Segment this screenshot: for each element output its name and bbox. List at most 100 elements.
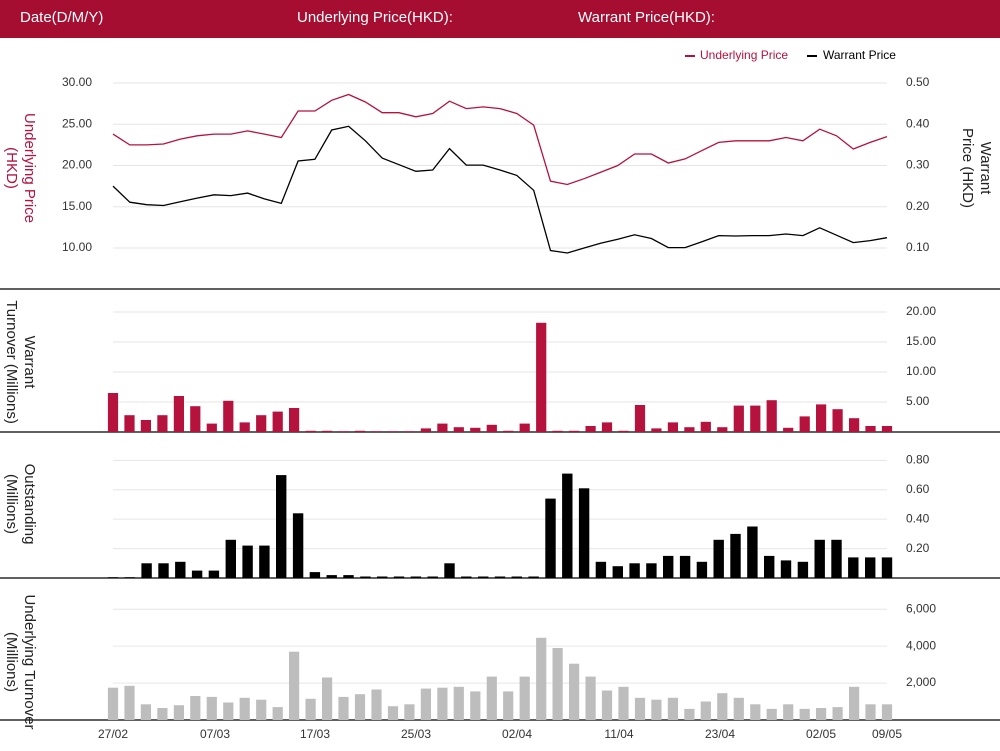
warrant-turnover-bar — [239, 422, 250, 432]
x-tick-label: 17/03 — [300, 727, 330, 741]
outstanding-bar — [663, 555, 674, 578]
warrant-turnover-bar — [272, 411, 283, 432]
underlying-turnover-bar — [634, 697, 646, 720]
warrant-turnover-bar — [223, 400, 234, 432]
warrant-turnover-bar — [799, 416, 810, 432]
warrant-turnover-bar — [140, 420, 151, 432]
outstanding-bar — [225, 539, 236, 578]
warrant-turnover-bar — [536, 322, 547, 432]
warrant-turnover-bar — [881, 426, 893, 432]
underlying-turnover-bar — [289, 651, 300, 720]
underlying-turnover-bar — [585, 676, 596, 720]
underlying-turnover-bar — [387, 706, 399, 720]
outstanding-bar — [831, 539, 842, 578]
outstanding-bar — [780, 560, 792, 578]
outstanding-bar — [478, 576, 489, 578]
outstanding-tick-label: 0.80 — [906, 453, 930, 467]
right-tick-label: 0.40 — [906, 116, 930, 130]
underlying-turnover-bar — [569, 663, 580, 720]
underlying-turnover-bar — [173, 705, 184, 720]
outstanding-bar — [679, 555, 691, 578]
outstanding-bar — [259, 545, 270, 578]
warrant-turnover-bar — [206, 423, 217, 432]
warrant-turnover-bar — [289, 408, 300, 432]
outstanding-bar — [595, 561, 607, 578]
warrant-turnover-bar — [256, 415, 267, 432]
warrant-turnover-bar — [453, 427, 464, 432]
outstanding-bar — [646, 563, 657, 578]
left-tick-label: 15.00 — [62, 199, 92, 213]
warrant-turnover-bar — [865, 426, 876, 432]
underlying-price-label: Underlying Price(HKD): — [297, 9, 453, 26]
legend-warrant-label: Warrant Price — [823, 48, 896, 62]
outstanding-bar — [377, 576, 388, 578]
warrant-turnover-tick-label: 20.00 — [906, 304, 936, 318]
outstanding-bar — [730, 533, 741, 578]
warrant-turnover-tick-label: 15.00 — [906, 334, 936, 348]
outstanding-bar — [528, 576, 539, 578]
underlying-turnover-bar — [453, 686, 464, 720]
outstanding-tick-label: 0.20 — [906, 541, 930, 555]
x-tick-label: 11/04 — [604, 727, 633, 741]
underlying-turnover-bar — [684, 708, 695, 720]
outstanding-bar — [848, 557, 859, 578]
underlying-turnover-bar — [519, 676, 530, 720]
outstanding-bar — [545, 498, 556, 578]
outstanding-bar — [242, 545, 253, 578]
warrant-turnover-bar — [783, 427, 794, 432]
underlying-turnover-bar — [503, 691, 514, 720]
warrant-price-label: Warrant Price(HKD): — [578, 9, 715, 26]
left-axis-title-line-1: Underlying Price — [21, 113, 38, 223]
outstanding-bar — [393, 576, 405, 578]
outstanding-bar — [326, 575, 337, 578]
outstanding-bar — [764, 555, 775, 578]
underlying-turnover-bar — [140, 704, 151, 720]
right-axis-title-line-2: Price (HKD) — [959, 128, 976, 208]
warrant-turnover-bar — [338, 431, 349, 432]
underlying-turnover-bar — [783, 704, 794, 720]
underlying-price-line — [112, 93, 888, 186]
warrant-turnover-bar — [618, 430, 629, 432]
underlying-turnover-bar — [700, 701, 711, 720]
underlying-turnover-bar — [256, 699, 267, 720]
chart-area: 10.00 15.00 20.00 25.00 30.00 0.10 0.20 0.30 0.4… — [0, 48, 1000, 741]
underlying-turnover-bar — [799, 708, 810, 720]
outstanding-axis-title-line-2: (Millions) — [3, 474, 20, 534]
x-tick-label: 25/03 — [401, 727, 431, 741]
warrant-turnover-bar — [634, 405, 646, 432]
left-axis-title-line-2: (HKD) — [3, 147, 20, 189]
underlying-turnover-bar — [552, 648, 563, 720]
outstanding-bar — [208, 570, 220, 578]
warrant-turnover-bar — [190, 406, 201, 432]
outstanding-bar — [629, 563, 640, 578]
underlying-turnover-bar — [338, 696, 349, 720]
underlying-turnover-bar — [437, 687, 448, 720]
warrant-turnover-bar — [470, 427, 481, 432]
underlying-turnover-bar — [651, 699, 662, 720]
left-tick-label: 20.00 — [62, 158, 92, 172]
underlying-turnover-bar — [881, 704, 893, 720]
warrant-turnover-bar — [700, 421, 711, 432]
outstanding-bar — [158, 563, 169, 578]
warrant-turnover-bar — [486, 424, 497, 432]
outstanding-bar — [175, 561, 186, 578]
underlying-turnover-bar — [733, 697, 744, 720]
outstanding-bar — [713, 539, 724, 578]
warrant-turnover-bar — [519, 423, 530, 432]
underlying-turnover-tick-label: 6,000 — [906, 601, 936, 615]
warrant-turnover-bar — [387, 431, 399, 432]
left-tick-label: 30.00 — [62, 75, 92, 89]
outstanding-bar — [191, 570, 203, 578]
warrant-turnover-bar — [437, 423, 448, 432]
warrant-turnover-bar — [733, 405, 744, 432]
outstanding-bar — [276, 475, 287, 578]
outstanding-bar — [461, 576, 472, 578]
outstanding-bar — [124, 577, 135, 578]
warrant-turnover-axis-title-line-1: Warrant — [21, 336, 38, 390]
warrant-turnover-bar — [667, 422, 678, 432]
outstanding-tick-label: 0.60 — [906, 482, 930, 496]
underlying-turnover-bar — [766, 708, 777, 720]
x-tick-label: 07/03 — [200, 727, 230, 741]
warrant-turnover-bar — [503, 430, 514, 432]
underlying-turnover-axis-title-line-1: Underlying Turnover — [21, 594, 38, 729]
